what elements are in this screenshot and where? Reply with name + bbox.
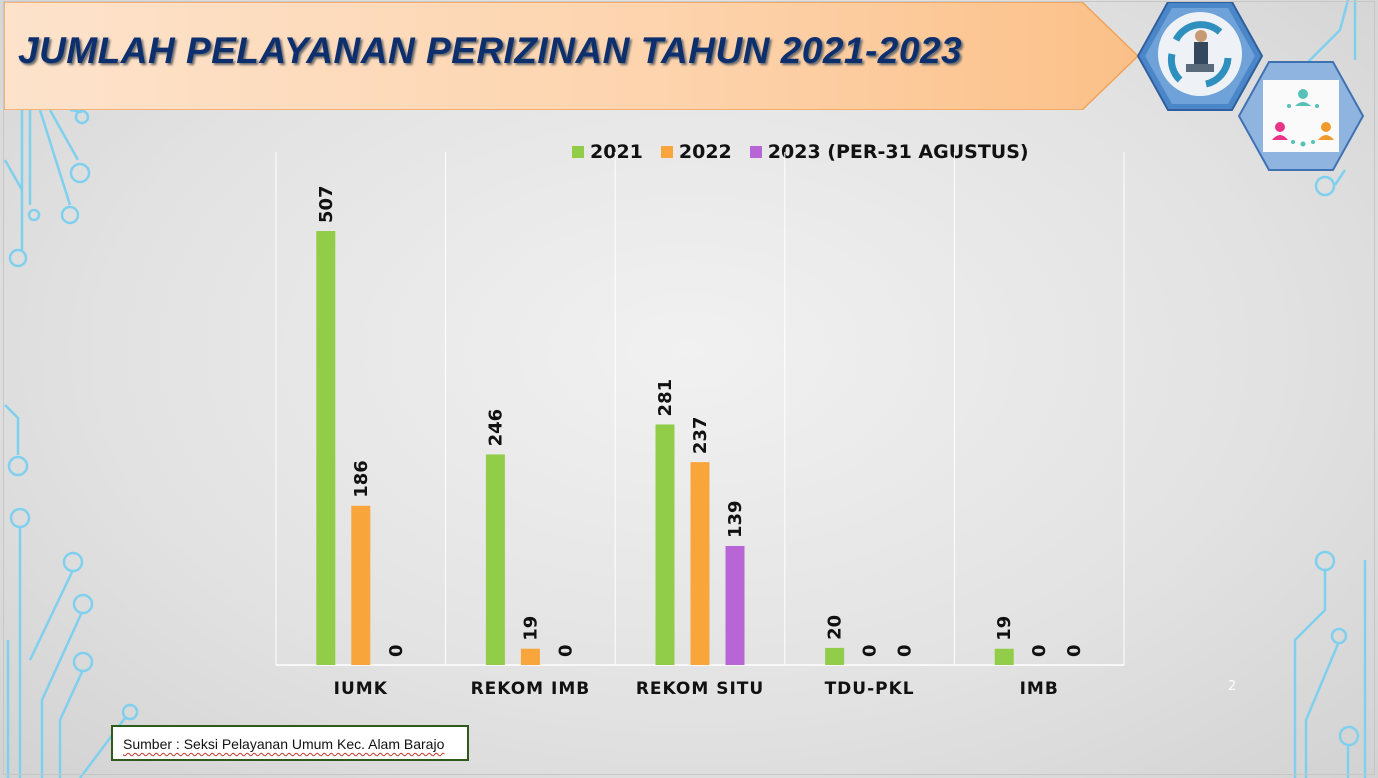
data-label: 19 — [520, 616, 541, 641]
data-label: 186 — [351, 460, 372, 498]
legend-item-2021: 2021 — [572, 141, 643, 163]
data-label: 0 — [555, 644, 576, 657]
legend-label: 2022 — [678, 141, 732, 163]
legend-label: 2023 (PER-31 AGUSTUS) — [767, 141, 1029, 163]
data-label: 0 — [860, 644, 881, 657]
x-tick-label: REKOM SITU — [636, 679, 764, 699]
data-label: 0 — [1029, 644, 1050, 657]
data-label: 507 — [316, 185, 337, 223]
x-tick-label: IMB — [1020, 679, 1059, 699]
chart-legend: 2021 2022 2023 (PER-31 AGUSTUS) — [572, 141, 1029, 163]
legend-swatch — [749, 146, 762, 158]
bar-rekom-imb-2022 — [520, 648, 540, 665]
legend-swatch — [572, 146, 584, 158]
legend-item-2022: 2022 — [660, 141, 732, 163]
data-label: 246 — [485, 409, 506, 447]
slide-title: JUMLAH PELAYANAN PERIZINAN TAHUN 2021-20… — [18, 30, 963, 71]
data-label: 20 — [825, 615, 846, 640]
legend-item-2023: 2023 (PER-31 AGUSTUS) — [749, 141, 1029, 163]
people-network-icon — [1237, 61, 1365, 171]
bar-iumk-2022 — [351, 505, 371, 665]
bar-rekom-situ-2021 — [655, 424, 675, 665]
bar-rekom-situ-2023 — [725, 546, 745, 665]
legend-swatch — [660, 146, 673, 158]
title-banner — [4, 2, 1140, 110]
bar-imb-2021 — [994, 648, 1014, 665]
bar-iumk-2021 — [316, 231, 336, 665]
process-cycle-icon — [1136, 1, 1264, 111]
bar-rekom-imb-2021 — [485, 454, 505, 665]
data-label: 0 — [1064, 644, 1085, 657]
data-label: 0 — [386, 644, 407, 657]
x-tick-label: TDU-PKL — [825, 679, 915, 699]
bar-tdu-pkl-2021 — [825, 647, 845, 665]
x-tick-label: REKOM IMB — [471, 679, 591, 699]
data-label: 0 — [895, 644, 916, 657]
data-label: 281 — [655, 379, 676, 417]
legend-label: 2021 — [590, 141, 643, 163]
source-box: Sumber : Seksi Pelayanan Umum Kec. Alam … — [111, 725, 469, 761]
bar-rekom-situ-2022 — [690, 462, 710, 665]
data-label: 19 — [994, 616, 1015, 641]
data-label: 139 — [725, 500, 746, 538]
page-number: 2 — [1228, 679, 1237, 694]
data-label: 237 — [690, 417, 711, 455]
x-tick-label: IUMK — [334, 679, 388, 699]
source-note: Sumber : Seksi Pelayanan Umum Kec. Alam … — [123, 736, 445, 752]
